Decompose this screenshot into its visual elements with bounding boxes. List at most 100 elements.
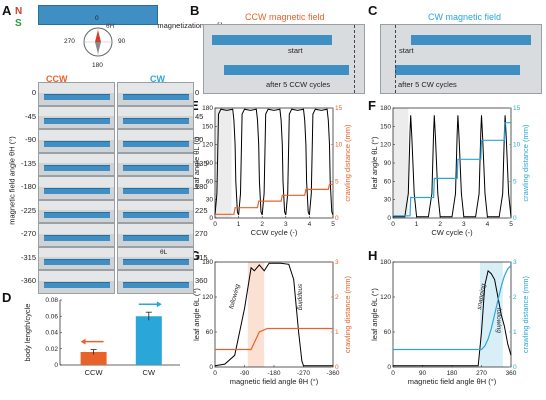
cw-arrow-head — [156, 301, 162, 308]
d-category-label: CCW — [85, 368, 104, 377]
y-left-tick-label: 180 — [380, 259, 391, 266]
cw-angle-label: 315 — [195, 252, 208, 262]
ccw-frame-5 — [38, 199, 115, 223]
x-tick-label: -180 — [267, 370, 280, 377]
shaded-region — [247, 262, 265, 367]
d-y-tick-label: 0 — [54, 362, 58, 369]
x-axis-label: CCW cycle (-) — [251, 228, 298, 237]
leaf-angle-line — [393, 115, 512, 218]
y-left-tick-label: 180 — [202, 105, 213, 112]
dial-theta-h: θH — [106, 23, 115, 30]
bar-cw — [135, 316, 162, 365]
cw-frame-6 — [117, 223, 194, 247]
y-right-tick-label: 5 — [513, 178, 517, 185]
y-left-tick-label: 120 — [380, 294, 391, 301]
x-tick-label: 2 — [260, 221, 264, 228]
x-axis-label: magnetic field angle θH (°) — [408, 377, 497, 386]
ccw-frame-8 — [38, 270, 115, 294]
ccw-frame-6 — [38, 223, 115, 247]
y-left-tick-label: 120 — [380, 142, 391, 149]
y-right-tick-label: 1 — [335, 329, 339, 336]
shaded-region — [393, 108, 409, 218]
ccw-angle-label: -45 — [25, 111, 36, 121]
leaf-angle-line — [214, 262, 333, 367]
ccw-angle-label: -360 — [20, 276, 36, 285]
x-tick-label: 3 — [462, 221, 466, 228]
y-left-tick-label: 150 — [380, 123, 391, 130]
x-axis-label: magnetic field angle θH (°) — [230, 377, 319, 386]
cw-angle-label: 270 — [195, 229, 208, 238]
leaf-angle-line — [393, 269, 512, 367]
magnet-n-label: N — [15, 6, 23, 17]
x-tick-label: 4 — [486, 221, 490, 228]
ccw-angle-label: -90 — [25, 135, 36, 144]
x-tick-label: 1 — [415, 221, 419, 228]
cw-frame-0 — [117, 82, 194, 106]
y-left-tick-label: 60 — [206, 178, 214, 185]
y-right-tick-label: 0 — [513, 215, 517, 222]
bar-ccw — [80, 352, 107, 365]
panel-label-h: H — [368, 248, 378, 263]
y-left-tick-label: 90 — [206, 160, 214, 167]
magnetization-profile-label: magnetization profile — [157, 21, 227, 30]
x-tick-label: 0 — [391, 221, 395, 228]
ccw-column-title: CCW — [46, 74, 68, 84]
panel-label-a: A — [2, 3, 12, 18]
x-tick-label: 5 — [509, 221, 513, 228]
y-left-tick-label: 60 — [384, 178, 392, 185]
y-left-tick-label: 30 — [206, 197, 214, 204]
y-right-tick-label: 0 — [335, 364, 339, 371]
crawling-distance-line — [393, 122, 511, 217]
ccw-frame-1 — [38, 105, 115, 129]
snapping-annotation: snapping — [297, 284, 304, 311]
y-right-tick-label: 3 — [513, 259, 517, 266]
panel-b-start: start — [288, 46, 303, 55]
ccw-angle-label: 0 — [31, 88, 36, 97]
panel-label-e: E — [190, 98, 199, 113]
y-left-tick-label: 180 — [202, 259, 213, 266]
theta-l-label: θL — [160, 248, 168, 256]
x-tick-label: 0 — [213, 370, 217, 377]
y-right-axis-label: crawling distance (mm) — [343, 124, 352, 202]
y-right-axis-label: crawling distance (mm) — [521, 275, 530, 353]
d-y-tick-label: 0.06 — [45, 313, 58, 320]
cw-column-title: CW — [150, 74, 165, 84]
x-tick-label: 5 — [331, 221, 335, 228]
x-axis-label: CW cycle (-) — [431, 228, 473, 237]
x-tick-label: 3 — [284, 221, 288, 228]
panel-label-d: D — [2, 290, 12, 305]
plot-frame — [214, 261, 334, 368]
x-tick-label: -90 — [240, 370, 250, 377]
panel-c-title: CW magnetic field — [428, 12, 502, 22]
y-left-tick-label: 0 — [387, 215, 391, 222]
cw-frame-2 — [117, 129, 194, 153]
panel-b-after: after 5 CCW cycles — [266, 80, 331, 89]
magnet-s-label: S — [15, 18, 22, 29]
dial-tick-90: 90 — [118, 38, 126, 45]
dial-tick-0: 0 — [95, 15, 99, 22]
d-y-axis-label: body length/cycle — [23, 304, 32, 362]
crawling-distance-line — [215, 183, 333, 215]
y-right-tick-label: 1 — [513, 329, 517, 336]
ccw-angle-label: -315 — [20, 252, 36, 262]
y-right-tick-label: 15 — [513, 105, 521, 112]
x-tick-label: 360 — [506, 370, 517, 377]
y-right-tick-label: 2 — [335, 294, 339, 301]
ccw-frame-3 — [38, 152, 115, 176]
magnetization-robot-image — [38, 5, 158, 25]
ccw-angle-label: -180 — [20, 182, 36, 191]
cw-angle-label: 360 — [195, 276, 208, 285]
panel-c-start: start — [399, 46, 414, 55]
ccw-arrow-head — [80, 338, 86, 345]
ccw-angle-label: -225 — [20, 205, 36, 215]
x-tick-label: 180 — [447, 370, 458, 377]
d-y-tick-label: 0.08 — [45, 297, 58, 304]
ccw-frame-7 — [38, 246, 115, 270]
x-tick-label: 1 — [237, 221, 241, 228]
y-left-axis-label: leaf angle θL (°) — [192, 136, 201, 189]
panel-label-c: C — [368, 3, 378, 18]
y-left-axis-label: leaf angle θL (°) — [192, 288, 201, 341]
y-left-tick-label: 120 — [202, 142, 213, 149]
crawling-distance-line — [215, 327, 333, 351]
